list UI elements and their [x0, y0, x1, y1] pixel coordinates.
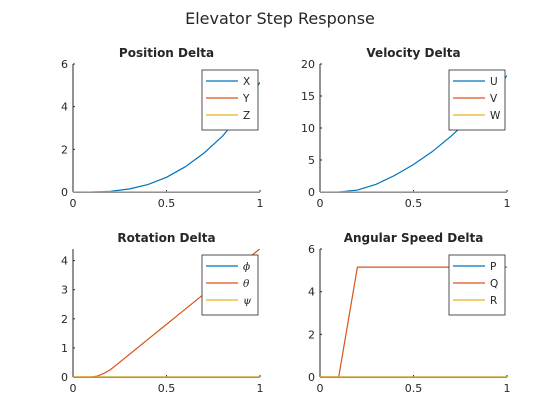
- subplot-3: Rotation Delta 0 0.5 1 0 1 2 3 4 ϕθψ: [61, 231, 264, 395]
- legend-label: Z: [243, 110, 250, 122]
- x-tick-label: 0.5: [158, 382, 176, 395]
- legend-label: X: [243, 76, 250, 88]
- y-tick-label: 1: [61, 342, 68, 355]
- x-tick-label: 0.5: [158, 197, 176, 210]
- x-tick-label: 0.5: [405, 382, 423, 395]
- x-tick-label: 1: [504, 382, 511, 395]
- subplot-title: Velocity Delta: [366, 46, 460, 60]
- x-tick-label: 1: [504, 197, 511, 210]
- x-tick-label: 1: [257, 382, 264, 395]
- y-tick-label: 2: [61, 313, 68, 326]
- subplot-1: Position Delta 0 0.5 1 0 2 4 6 XYZ: [61, 46, 264, 210]
- series-line-2: [320, 266, 507, 377]
- legend: XYZ: [201, 69, 259, 131]
- y-tick-label: 6: [61, 58, 68, 71]
- subplot-4: Angular Speed Delta 0 0.5 1 0 2 4 6 PQR: [308, 231, 511, 395]
- legend-box: [201, 69, 259, 131]
- y-tick-label: 3: [61, 284, 68, 297]
- legend: ϕθψ: [201, 254, 259, 316]
- subplot-title: Angular Speed Delta: [344, 231, 484, 245]
- y-tick-label: 4: [61, 255, 68, 268]
- y-tick-label: 4: [308, 286, 315, 299]
- x-tick-label: 0: [317, 382, 324, 395]
- y-tick-label: 4: [61, 101, 68, 114]
- legend-label: W: [490, 110, 501, 122]
- y-tick-label: 0: [61, 371, 68, 384]
- subplot-title: Rotation Delta: [117, 231, 215, 245]
- legend-box: [448, 254, 506, 316]
- legend-label: Q: [490, 278, 498, 290]
- legend: UVW: [448, 69, 506, 131]
- figure-title: Elevator Step Response: [185, 9, 375, 28]
- y-tick-label: 6: [308, 243, 315, 256]
- subplot-title: Position Delta: [119, 46, 214, 60]
- y-tick-label: 0: [61, 186, 68, 199]
- plot-area: [320, 266, 507, 377]
- legend-label: θ: [243, 278, 250, 290]
- y-tick-label: 0: [308, 186, 315, 199]
- legend-label: Y: [242, 93, 250, 105]
- legend-label: P: [490, 261, 496, 273]
- y-tick-label: 2: [61, 143, 68, 156]
- x-tick-label: 0: [70, 382, 77, 395]
- legend: PQR: [448, 254, 506, 316]
- legend-box: [201, 254, 259, 316]
- legend-label: ϕ: [243, 261, 250, 273]
- y-tick-label: 2: [308, 328, 315, 341]
- legend-label: U: [490, 76, 498, 88]
- legend-box: [448, 69, 506, 131]
- y-tick-label: 5: [308, 154, 315, 167]
- y-tick-label: 20: [301, 58, 315, 71]
- y-tick-label: 0: [308, 371, 315, 384]
- x-tick-label: 0: [317, 197, 324, 210]
- y-tick-label: 15: [301, 90, 315, 103]
- x-tick-label: 1: [257, 197, 264, 210]
- x-tick-label: 0: [70, 197, 77, 210]
- y-tick-label: 10: [301, 122, 315, 135]
- x-tick-label: 0.5: [405, 197, 423, 210]
- legend-label: R: [490, 295, 497, 307]
- legend-label: V: [490, 93, 498, 105]
- legend-label: ψ: [243, 295, 252, 307]
